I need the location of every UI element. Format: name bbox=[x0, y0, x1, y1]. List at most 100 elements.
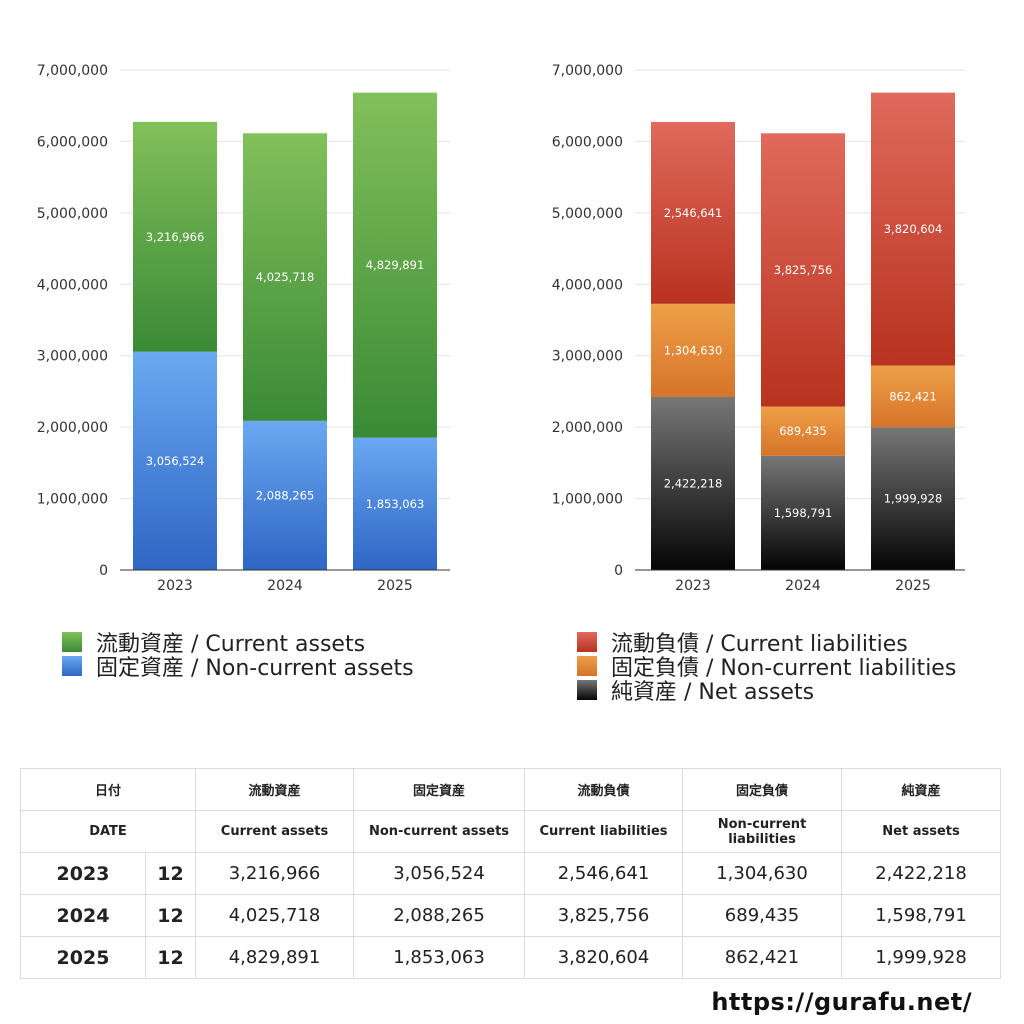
assets-bar-non-current-assets bbox=[133, 351, 217, 570]
assets-ytick-label: 2,000,000 bbox=[37, 420, 108, 436]
liabilities-data-label: 1,304,630 bbox=[664, 343, 723, 357]
cell-net-assets: 2,422,218 bbox=[841, 852, 1002, 895]
balance-table: 日付 流動資産 固定資産 流動負債 固定負債 純資産 DATE Current … bbox=[19, 768, 1002, 979]
cell-non-current-assets: 2,088,265 bbox=[353, 894, 526, 937]
assets-data-label: 4,025,718 bbox=[256, 270, 315, 284]
cell-current-liabilities: 3,825,756 bbox=[524, 894, 684, 937]
assets-bar-non-current-assets bbox=[353, 437, 437, 570]
assets-bar-current-assets bbox=[243, 133, 327, 421]
legend-label: 流動負債 / Current liabilities bbox=[611, 632, 908, 657]
assets-data-label: 2,088,265 bbox=[256, 488, 315, 502]
assets-ytick-label: 1,000,000 bbox=[37, 492, 108, 508]
legend-item: 固定負債 / Non-current liabilities bbox=[577, 654, 956, 681]
table-header-en: DATE Current assets Non-current assets C… bbox=[19, 810, 1002, 853]
cell-current-assets: 4,025,718 bbox=[195, 894, 355, 937]
assets-xtick-label: 2023 bbox=[157, 578, 193, 594]
liabilities-data-label: 3,825,756 bbox=[774, 263, 833, 277]
assets-ytick-label: 7,000,000 bbox=[37, 63, 108, 79]
liabilities-bar-non-current-liabilities bbox=[871, 365, 955, 428]
charts-area: 0 1,000,000 2,000,000 3,000,000 4,000,000 5,0… bbox=[37, 63, 965, 594]
row-year: 2025 bbox=[20, 936, 146, 979]
liabilities-data-label: 689,435 bbox=[779, 424, 827, 438]
header-net-assets-jp: 純資産 bbox=[841, 768, 1002, 811]
assets-ytick-label: 0 bbox=[99, 563, 108, 579]
liabilities-bar-current-liabilities bbox=[871, 92, 955, 366]
cell-non-current-assets: 1,853,063 bbox=[353, 936, 526, 979]
cell-current-liabilities: 2,546,641 bbox=[524, 852, 684, 895]
legend-label: 固定資産 / Non-current assets bbox=[96, 656, 414, 681]
liabilities-bar-current-liabilities bbox=[651, 121, 735, 304]
legend-label: 固定負債 / Non-current liabilities bbox=[611, 656, 957, 681]
liabilities-data-label: 1,598,791 bbox=[774, 506, 833, 520]
row-year: 2024 bbox=[20, 894, 146, 937]
assets-data-label: 3,216,966 bbox=[146, 230, 205, 244]
assets-bar-current-assets bbox=[353, 92, 437, 438]
liabilities-ytick-label: 3,000,000 bbox=[552, 349, 623, 365]
liabilities-bar-net-assets bbox=[871, 427, 955, 570]
cell-current-liabilities: 3,820,604 bbox=[524, 936, 684, 979]
cell-non-current-liabilities: 1,304,630 bbox=[682, 852, 843, 895]
row-month: 12 bbox=[144, 894, 197, 937]
liabilities-bar-non-current-liabilities bbox=[761, 406, 845, 456]
liabilities-xtick-label: 2023 bbox=[675, 578, 711, 594]
legend-swatch bbox=[62, 656, 82, 676]
table-header-jp: 日付 流動資産 固定資産 流動負債 固定負債 純資産 bbox=[19, 768, 1002, 811]
liabilities-ytick-label: 0 bbox=[614, 563, 623, 579]
liabilities-ytick-label: 6,000,000 bbox=[552, 134, 623, 150]
legend-swatch bbox=[577, 632, 597, 652]
assets-ytick-label: 4,000,000 bbox=[37, 277, 108, 293]
liabilities-data-label: 2,546,641 bbox=[664, 206, 723, 220]
assets-xtick-label: 2025 bbox=[377, 578, 413, 594]
legend-liabilities: 流動負債 / Current liabilities 固定負債 / Non-cur… bbox=[577, 630, 956, 705]
assets-xtick-label: 2024 bbox=[267, 578, 303, 594]
liabilities-bar-non-current-liabilities bbox=[651, 303, 735, 397]
legend-label: 純資産 / Net assets bbox=[611, 680, 815, 705]
assets-ytick-label: 6,000,000 bbox=[37, 134, 108, 150]
site-url[interactable]: https://gurafu.net/ bbox=[711, 988, 972, 1016]
cell-current-assets: 3,216,966 bbox=[195, 852, 355, 895]
row-year: 2023 bbox=[20, 852, 146, 895]
assets-bar-current-assets bbox=[133, 121, 217, 352]
header-current-assets-jp: 流動資産 bbox=[195, 768, 355, 811]
cell-non-current-liabilities: 689,435 bbox=[682, 894, 843, 937]
header-non-current-assets-en: Non-current assets bbox=[353, 810, 526, 853]
cell-net-assets: 1,999,928 bbox=[841, 936, 1002, 979]
assets-data-label: 1,853,063 bbox=[366, 497, 425, 511]
liabilities-ytick-label: 5,000,000 bbox=[552, 206, 623, 222]
legend-label: 流動資産 / Current assets bbox=[96, 632, 366, 657]
header-non-current-liabilities-jp: 固定負債 bbox=[682, 768, 843, 811]
liabilities-ytick-label: 2,000,000 bbox=[552, 420, 623, 436]
cell-non-current-liabilities: 862,421 bbox=[682, 936, 843, 979]
legend-item: 固定資産 / Non-current assets bbox=[62, 654, 414, 681]
liabilities-bar-net-assets bbox=[761, 455, 845, 570]
liabilities-ytick-label: 4,000,000 bbox=[552, 277, 623, 293]
legend-item: 流動資産 / Current assets bbox=[62, 630, 414, 657]
assets-data-label: 4,829,891 bbox=[366, 258, 425, 272]
header-date-en: DATE bbox=[19, 810, 197, 853]
assets-ytick-label: 5,000,000 bbox=[37, 206, 108, 222]
header-current-assets-en: Current assets bbox=[195, 810, 355, 853]
legend-assets: 流動資産 / Current assets 固定資産 / Non-current … bbox=[62, 630, 414, 681]
header-current-liabilities-en: Current liabilities bbox=[524, 810, 684, 853]
row-month: 12 bbox=[144, 936, 197, 979]
legend-swatch bbox=[577, 656, 597, 676]
cell-net-assets: 1,598,791 bbox=[841, 894, 1002, 937]
liabilities-bar-current-liabilities bbox=[761, 133, 845, 407]
liabilities-ytick-label: 1,000,000 bbox=[552, 492, 623, 508]
table-row: 2024 12 4,025,718 2,088,265 3,825,756 68… bbox=[20, 894, 1002, 937]
liabilities-xtick-label: 2024 bbox=[785, 578, 821, 594]
header-non-current-assets-jp: 固定資産 bbox=[353, 768, 526, 811]
header-net-assets-en: Net assets bbox=[841, 810, 1002, 853]
legend-swatch bbox=[577, 680, 597, 700]
assets-ytick-label: 3,000,000 bbox=[37, 349, 108, 365]
liabilities-data-label: 862,421 bbox=[889, 389, 937, 403]
liabilities-data-label: 3,820,604 bbox=[884, 222, 943, 236]
legend-swatch bbox=[62, 632, 82, 652]
liabilities-data-label: 2,422,218 bbox=[664, 476, 723, 490]
cell-current-assets: 4,829,891 bbox=[195, 936, 355, 979]
header-non-current-liabilities-en: Non-current liabilities bbox=[682, 810, 843, 853]
liabilities-bar-net-assets bbox=[651, 396, 735, 570]
liabilities-xtick-label: 2025 bbox=[895, 578, 931, 594]
liabilities-ytick-label: 7,000,000 bbox=[552, 63, 623, 79]
cell-non-current-assets: 3,056,524 bbox=[353, 852, 526, 895]
